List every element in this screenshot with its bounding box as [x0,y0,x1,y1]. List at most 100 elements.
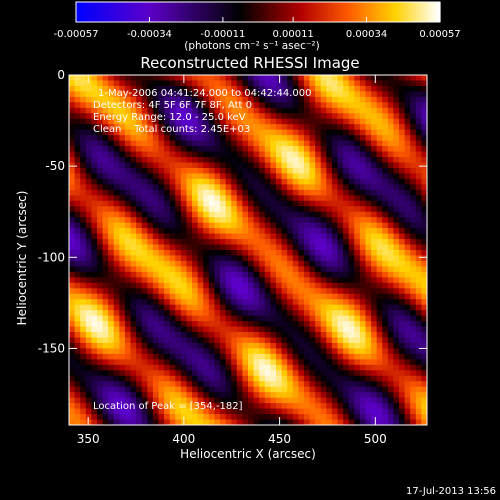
heatmap-cell [371,167,378,174]
heatmap-cell [287,151,294,158]
colorbar-cell [276,2,280,22]
heatmap-cell [147,266,154,273]
heatmap-cell [376,337,383,344]
heatmap-cell [253,113,260,120]
heatmap-cell [130,107,137,114]
heatmap-cell [203,332,210,338]
heatmap-cell [382,91,389,98]
heatmap-cell [399,124,406,131]
heatmap-cell [287,239,294,246]
heatmap-cell [85,244,92,251]
heatmap-cell [225,342,232,349]
heatmap-cell [343,255,350,262]
heatmap-cell [348,195,355,202]
heatmap-cell [287,233,294,240]
heatmap-cell [96,337,104,344]
heatmap-cell [253,135,260,142]
heatmap-cell [275,271,283,278]
heatmap-cell [315,375,322,382]
heatmap-cell [180,244,187,251]
heatmap-cell [365,326,372,333]
heatmap-cell [158,419,165,426]
heatmap-cell [186,140,193,147]
heatmap-cell [119,102,126,109]
heatmap-cell [192,321,199,328]
heatmap-cell [225,167,232,174]
heatmap-cell [387,326,394,333]
heatmap-cell [96,321,104,328]
heatmap-cell [303,419,311,426]
heatmap-cell [348,162,355,169]
heatmap-cell [208,315,215,322]
heatmap-cell [164,381,171,388]
heatmap-cell [80,233,87,240]
heatmap-cell [393,326,400,333]
heatmap-cell [315,342,322,349]
heatmap-cell [248,353,255,360]
heatmap-cell [298,162,305,169]
heatmap-cell [275,107,283,114]
heatmap-cell [214,359,221,366]
heatmap-cell [74,304,81,311]
heatmap-cell [326,151,333,158]
heatmap-cell [124,184,132,191]
heatmap-cell [421,129,428,136]
heatmap-cell [421,80,428,87]
heatmap-cell [281,75,288,81]
heatmap-cell [220,403,227,410]
heatmap-cell [264,315,271,322]
heatmap-cell [287,386,294,393]
colorbar-cell [212,2,217,22]
heatmap-cell [253,326,260,333]
heatmap-cell [410,217,417,224]
heatmap-cell [175,146,182,153]
heatmap-cell [80,419,87,426]
heatmap-cell [186,124,193,131]
heatmap-cell [141,75,148,81]
heatmap-cell [80,96,87,103]
heatmap-cell [136,397,143,404]
heatmap-cell [180,408,187,415]
heatmap-cell [186,293,193,300]
heatmap-cell [382,173,389,180]
heatmap-cell [158,85,165,92]
heatmap-cell [69,375,76,382]
heatmap-cell [175,102,182,109]
heatmap-cell [343,414,350,421]
heatmap-cell [410,359,417,366]
heatmap-cell [331,189,338,196]
heatmap-cell [203,408,210,415]
heatmap-cell [74,217,81,224]
heatmap-cell [354,250,361,256]
heatmap-cell [275,167,283,174]
heatmap-cell [259,419,266,426]
heatmap-cell [175,359,182,366]
heatmap-cell [415,189,422,196]
heatmap-cell [113,414,120,421]
heatmap-cell [180,200,187,207]
heatmap-cell [343,282,350,289]
heatmap-cell [96,392,104,399]
heatmap-cell [376,184,383,191]
heatmap-cell [292,206,299,213]
heatmap-cell [147,239,154,246]
heatmap-cell [192,277,199,284]
heatmap-cell [410,228,417,235]
heatmap-cell [197,282,204,289]
heatmap-cell [164,228,171,235]
heatmap-cell [169,195,176,202]
heatmap-cell [298,370,305,377]
heatmap-cell [203,124,210,131]
heatmap-cell [192,397,199,404]
heatmap-cell [164,326,171,333]
heatmap-cell [164,178,171,185]
heatmap-cell [348,178,355,185]
heatmap-cell [85,239,92,246]
heatmap-cell [376,118,383,125]
heatmap-cell [320,189,327,196]
colorbar-cell [291,2,295,22]
heatmap-cell [69,282,76,289]
heatmap-cell [309,250,316,256]
heatmap-cell [326,353,333,360]
